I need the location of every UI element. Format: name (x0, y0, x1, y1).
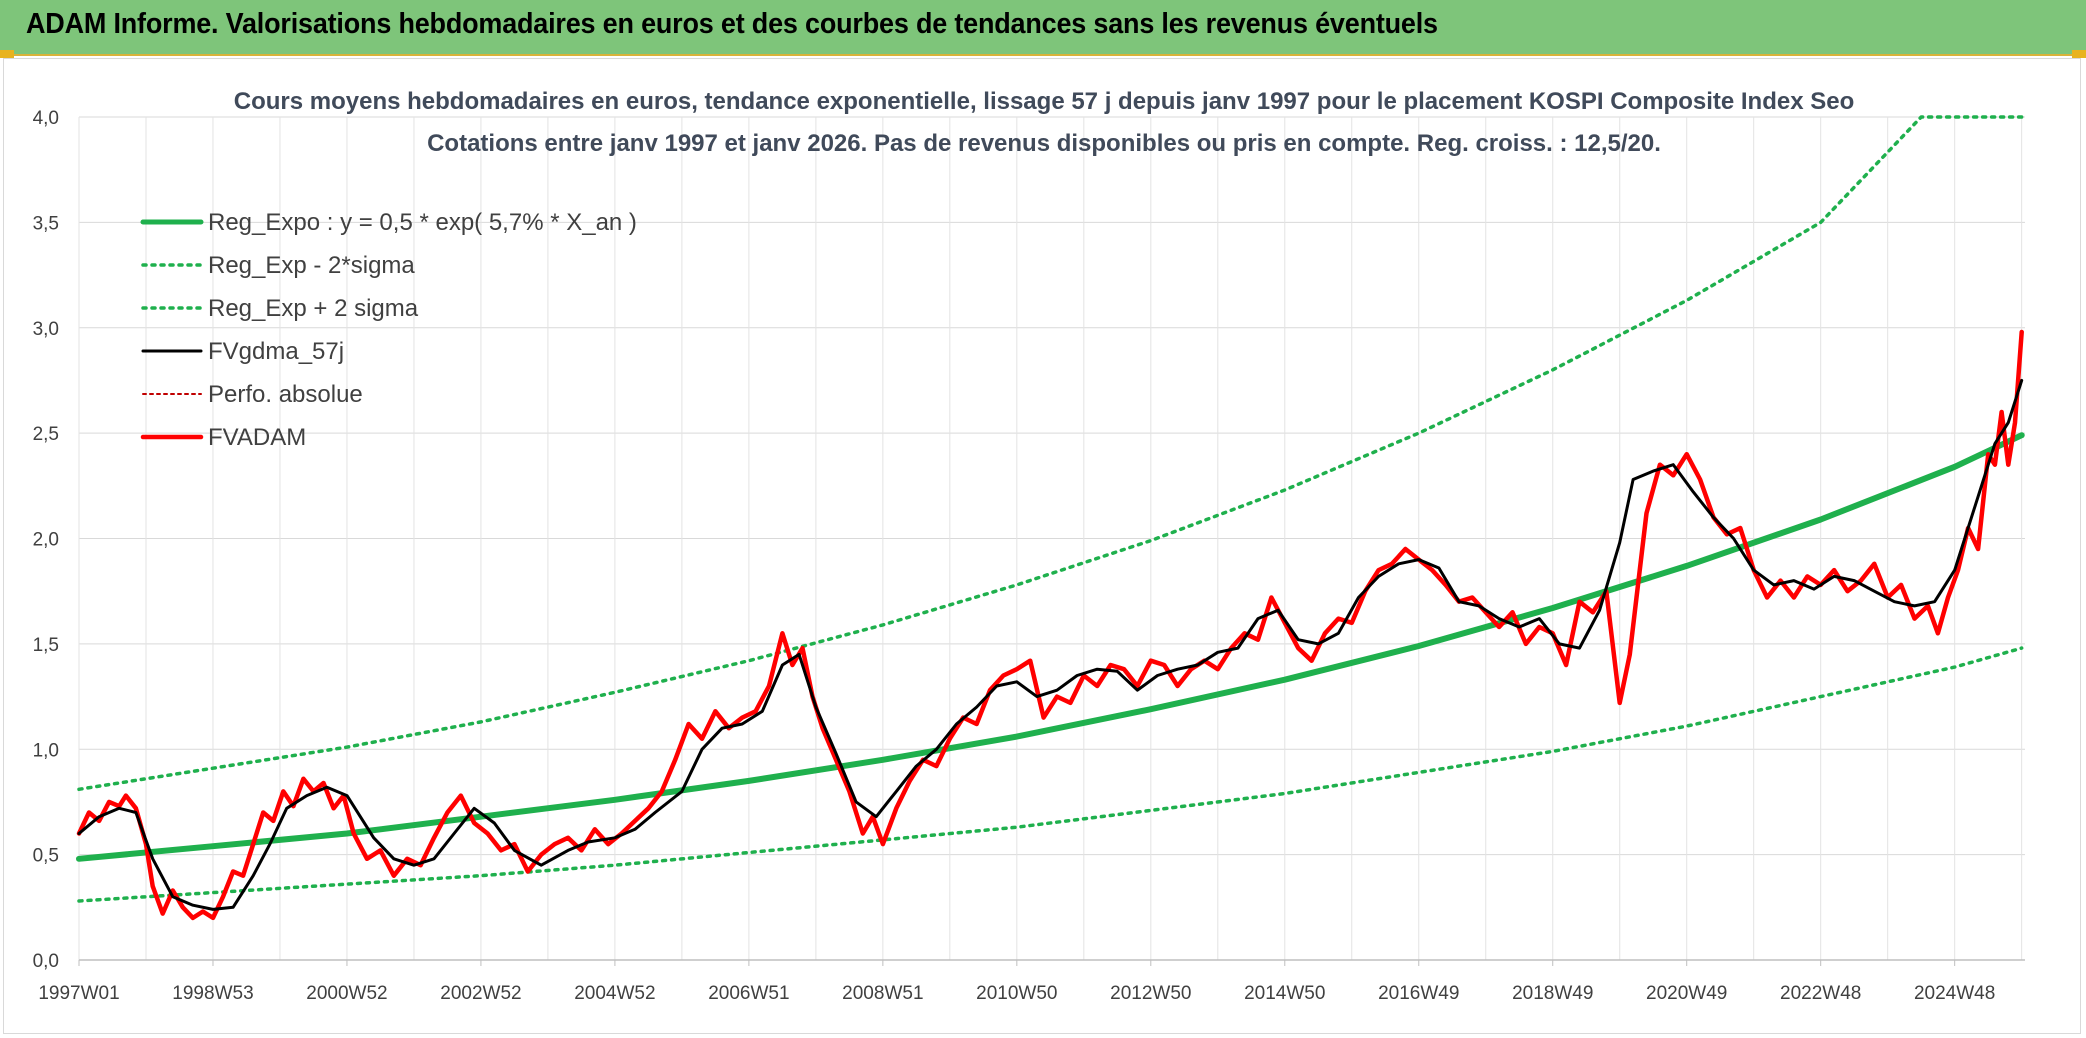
y-tick-label: 0,0 (33, 951, 59, 972)
series-line-upper (77, 115, 2024, 792)
y-tick-label: 0,5 (33, 846, 59, 867)
x-tick-label: 2006W51 (708, 983, 789, 1004)
x-tick-label: 2018W49 (1512, 983, 1593, 1004)
x-tick-label: 1997W01 (38, 983, 119, 1004)
x-tick-label: 2012W50 (1110, 983, 1191, 1004)
x-tick-label: 2002W52 (440, 983, 521, 1004)
x-tick-label: 2014W50 (1244, 983, 1325, 1004)
y-tick-label: 3,5 (33, 213, 59, 234)
legend-label-smooth: FVgdma_57j (208, 338, 344, 365)
y-tick-label: 3,0 (33, 319, 59, 340)
legend-label-lower: Reg_Exp - 2*sigma (208, 252, 415, 279)
chart-series (76, 115, 2025, 921)
x-tick-label: 2022W48 (1780, 983, 1861, 1004)
x-tick-label: 2000W52 (306, 983, 387, 1004)
y-tick-label: 1,5 (33, 635, 59, 656)
legend-label-reg: Reg_Expo : y = 0,5 * exp( 5,7% * X_an ) (208, 209, 637, 236)
chart-subtitle: Cotations entre janv 1997 et janv 2026. … (427, 130, 1661, 157)
legend-label-adam: FVADAM (208, 424, 306, 451)
series-line-smooth (77, 378, 2024, 911)
left-corner-mark (0, 50, 14, 58)
y-tick-label: 2,0 (33, 530, 59, 551)
series-line-reg (76, 432, 2025, 862)
chart-frame (3, 58, 2081, 1034)
x-tick-label: 2010W50 (976, 983, 1057, 1004)
y-tick-label: 4,0 (33, 108, 59, 129)
x-tick-label: 2020W49 (1646, 983, 1727, 1004)
chart-grid (78, 116, 2025, 961)
x-tick-label: 2008W51 (842, 983, 923, 1004)
y-tick-label: 1,0 (33, 740, 59, 761)
x-tick-label: 2004W52 (574, 983, 655, 1004)
report-title: ADAM Informe. Valorisations hebdomadaire… (26, 8, 1438, 40)
x-tick-label: 2016W49 (1378, 983, 1459, 1004)
y-tick-label: 2,5 (33, 424, 59, 445)
x-tick-label: 1998W53 (172, 983, 253, 1004)
chart-title: Cours moyens hebdomadaires en euros, ten… (234, 88, 1855, 115)
chart-axes: 0,0 0,5 1,0 1,5 2,0 2,5 3,0 3,5 4,0 1997W01 1998W5… (33, 108, 2025, 1004)
series-line-lower (77, 646, 2024, 903)
legend-label-upper: Reg_Exp + 2 sigma (208, 295, 419, 322)
right-corner-mark (2072, 50, 2086, 58)
legend-label-perfo: Perfo. absolue (208, 381, 363, 408)
x-tick-label: 2024W48 (1914, 983, 1995, 1004)
chart-legend: Reg_Expo : y = 0,5 * exp( 5,7% * X_an ) R… (140, 209, 637, 451)
report-banner: ADAM Informe. Valorisations hebdomadaire… (0, 0, 2086, 56)
